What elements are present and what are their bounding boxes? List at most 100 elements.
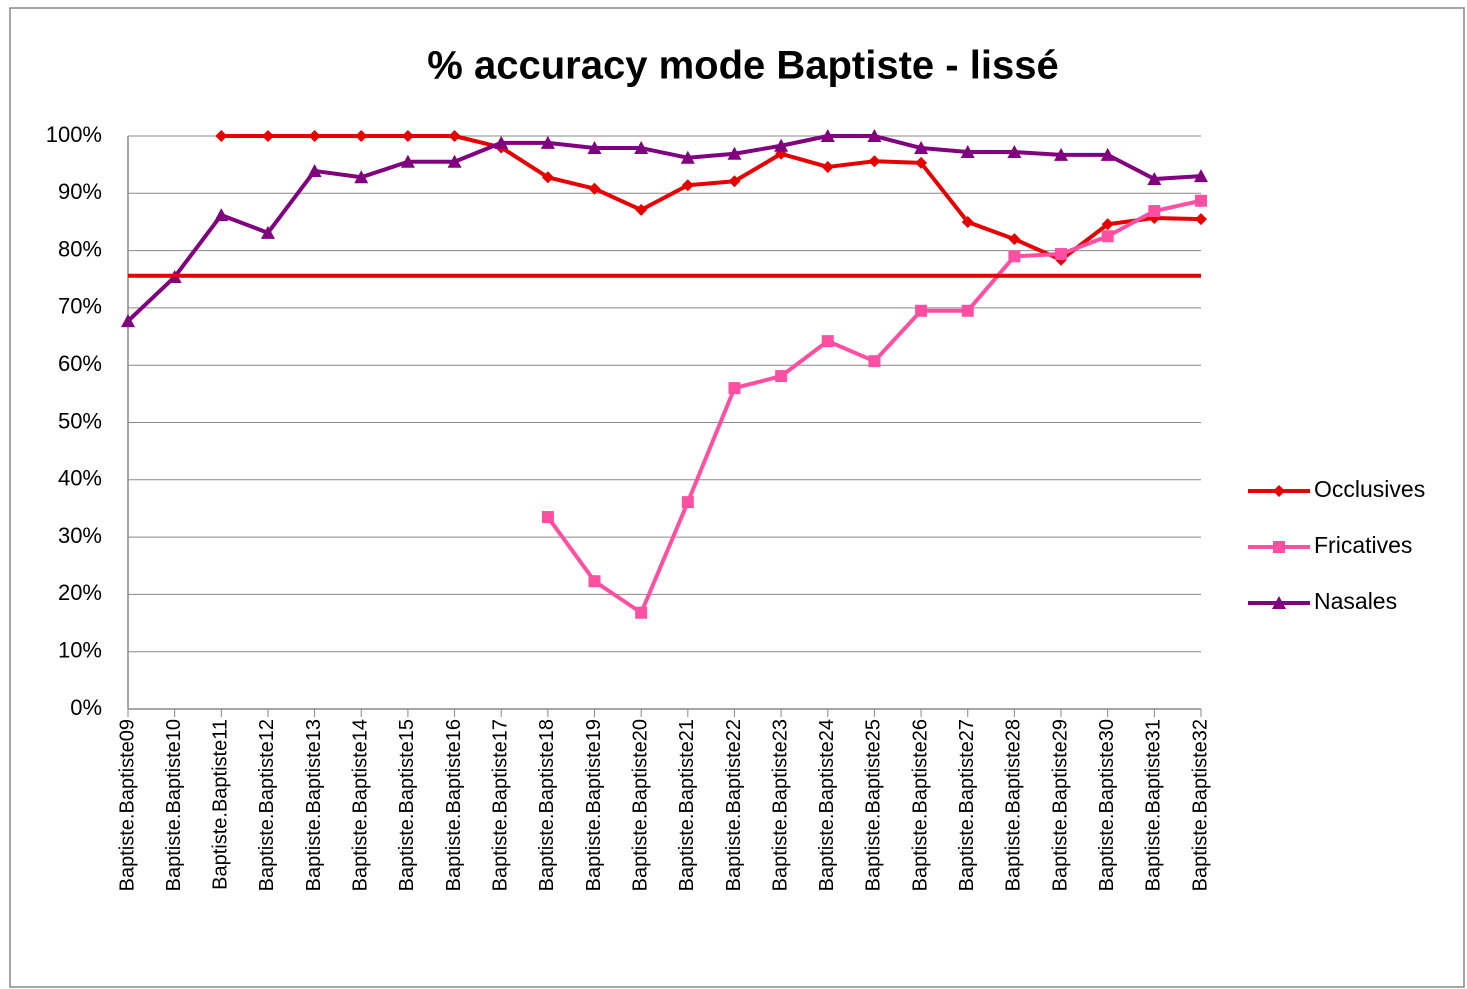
marker [588,182,601,195]
marker [961,304,974,317]
marker [307,163,322,177]
y-tick-label: 40% [58,466,102,491]
legend-label: Nasales [1314,588,1397,614]
y-tick-label: 0% [70,695,102,720]
marker [914,141,929,155]
marker [634,141,649,155]
marker [1273,485,1285,497]
marker [1008,250,1021,263]
x-tick-label: Baptiste.Baptiste27 [956,719,978,891]
marker [821,335,834,348]
marker [121,314,135,328]
marker [1055,248,1068,261]
marker [961,215,974,228]
marker [1272,596,1286,609]
marker [774,138,789,152]
marker [541,171,554,184]
marker [727,146,742,160]
marker [728,175,741,188]
x-tick-label: Baptiste.Baptiste17 [489,719,511,891]
x-tick-label: Baptiste.Baptiste09 [116,719,138,891]
marker [1195,194,1207,207]
marker [1195,213,1207,226]
y-tick-label: 10% [58,638,102,663]
x-tick-label: Baptiste.Baptiste21 [676,719,698,891]
x-tick-label: Baptiste.Baptiste30 [1096,719,1118,891]
x-tick-label: Baptiste.Baptiste10 [163,719,185,891]
marker [681,496,694,509]
marker [1147,171,1162,185]
x-tick-label: Baptiste.Baptiste28 [1003,719,1025,891]
marker [260,225,275,239]
marker [447,154,462,168]
marker [1101,218,1114,231]
marker [1054,147,1069,161]
y-tick-label: 20% [58,580,102,605]
series-line [126,134,1202,323]
marker [915,304,928,317]
y-tick-label: 30% [58,523,102,548]
marker [494,135,509,149]
marker [681,179,694,192]
x-tick-label: Baptiste.Baptiste24 [816,719,838,891]
marker [867,129,882,142]
marker [868,355,881,368]
x-tick-label: Baptiste.Baptiste13 [303,719,325,891]
marker [448,130,461,142]
marker [728,382,741,395]
x-tick-label: Baptiste.Baptiste26 [909,719,931,891]
y-tick-label: 80% [58,236,102,261]
x-tick-label: Baptiste.Baptiste31 [1143,719,1165,891]
x-tick-label: Baptiste.Baptiste12 [256,719,278,891]
x-tick-label: Baptiste.Baptiste15 [396,719,418,891]
marker [1008,233,1021,246]
y-tick-label: 50% [58,408,102,433]
marker [354,170,369,184]
marker [868,155,881,168]
x-tick-label: Baptiste.Baptiste25 [863,719,885,891]
x-tick-label: Baptiste.Baptiste19 [583,719,605,891]
y-tick-label: 100% [46,122,102,147]
chart-title: % accuracy mode Baptiste - lissé [427,44,1058,88]
marker [355,130,368,142]
chart-border [9,7,1465,988]
marker [775,370,788,383]
marker [540,135,555,149]
x-tick-label: Baptiste.Baptiste23 [769,719,791,891]
marker [308,130,321,142]
marker [635,606,648,619]
marker [215,130,228,142]
marker [1194,169,1208,183]
marker [1148,205,1161,218]
marker [960,145,975,159]
marker [214,208,229,222]
x-tick-label: Baptiste.Baptiste29 [1049,719,1071,891]
legend-label: Fricatives [1314,532,1412,558]
marker [1273,541,1285,553]
marker [821,160,834,173]
marker [261,130,274,142]
y-tick-label: 70% [58,294,102,319]
marker [1100,147,1115,161]
x-tick-label: Baptiste.Baptiste18 [536,719,558,891]
marker [915,156,928,169]
marker [820,129,835,142]
x-tick-label: Baptiste.Baptiste11 [210,719,232,890]
y-tick-label: 90% [58,179,102,204]
marker [587,141,602,155]
marker [635,203,648,216]
x-tick-label: Baptiste.Baptiste16 [443,719,465,891]
x-tick-label: Baptiste.Baptiste22 [723,719,745,891]
marker [401,130,414,142]
x-tick-label: Baptiste.Baptiste32 [1189,719,1211,891]
marker [541,511,554,524]
y-tick-label: 60% [58,351,102,376]
legend-label: Occlusives [1314,476,1425,502]
x-tick-label: Baptiste.Baptiste20 [629,719,651,891]
series-line [221,134,1202,262]
marker [1101,230,1114,243]
marker [680,150,695,164]
marker [588,575,601,588]
marker [1007,145,1022,159]
